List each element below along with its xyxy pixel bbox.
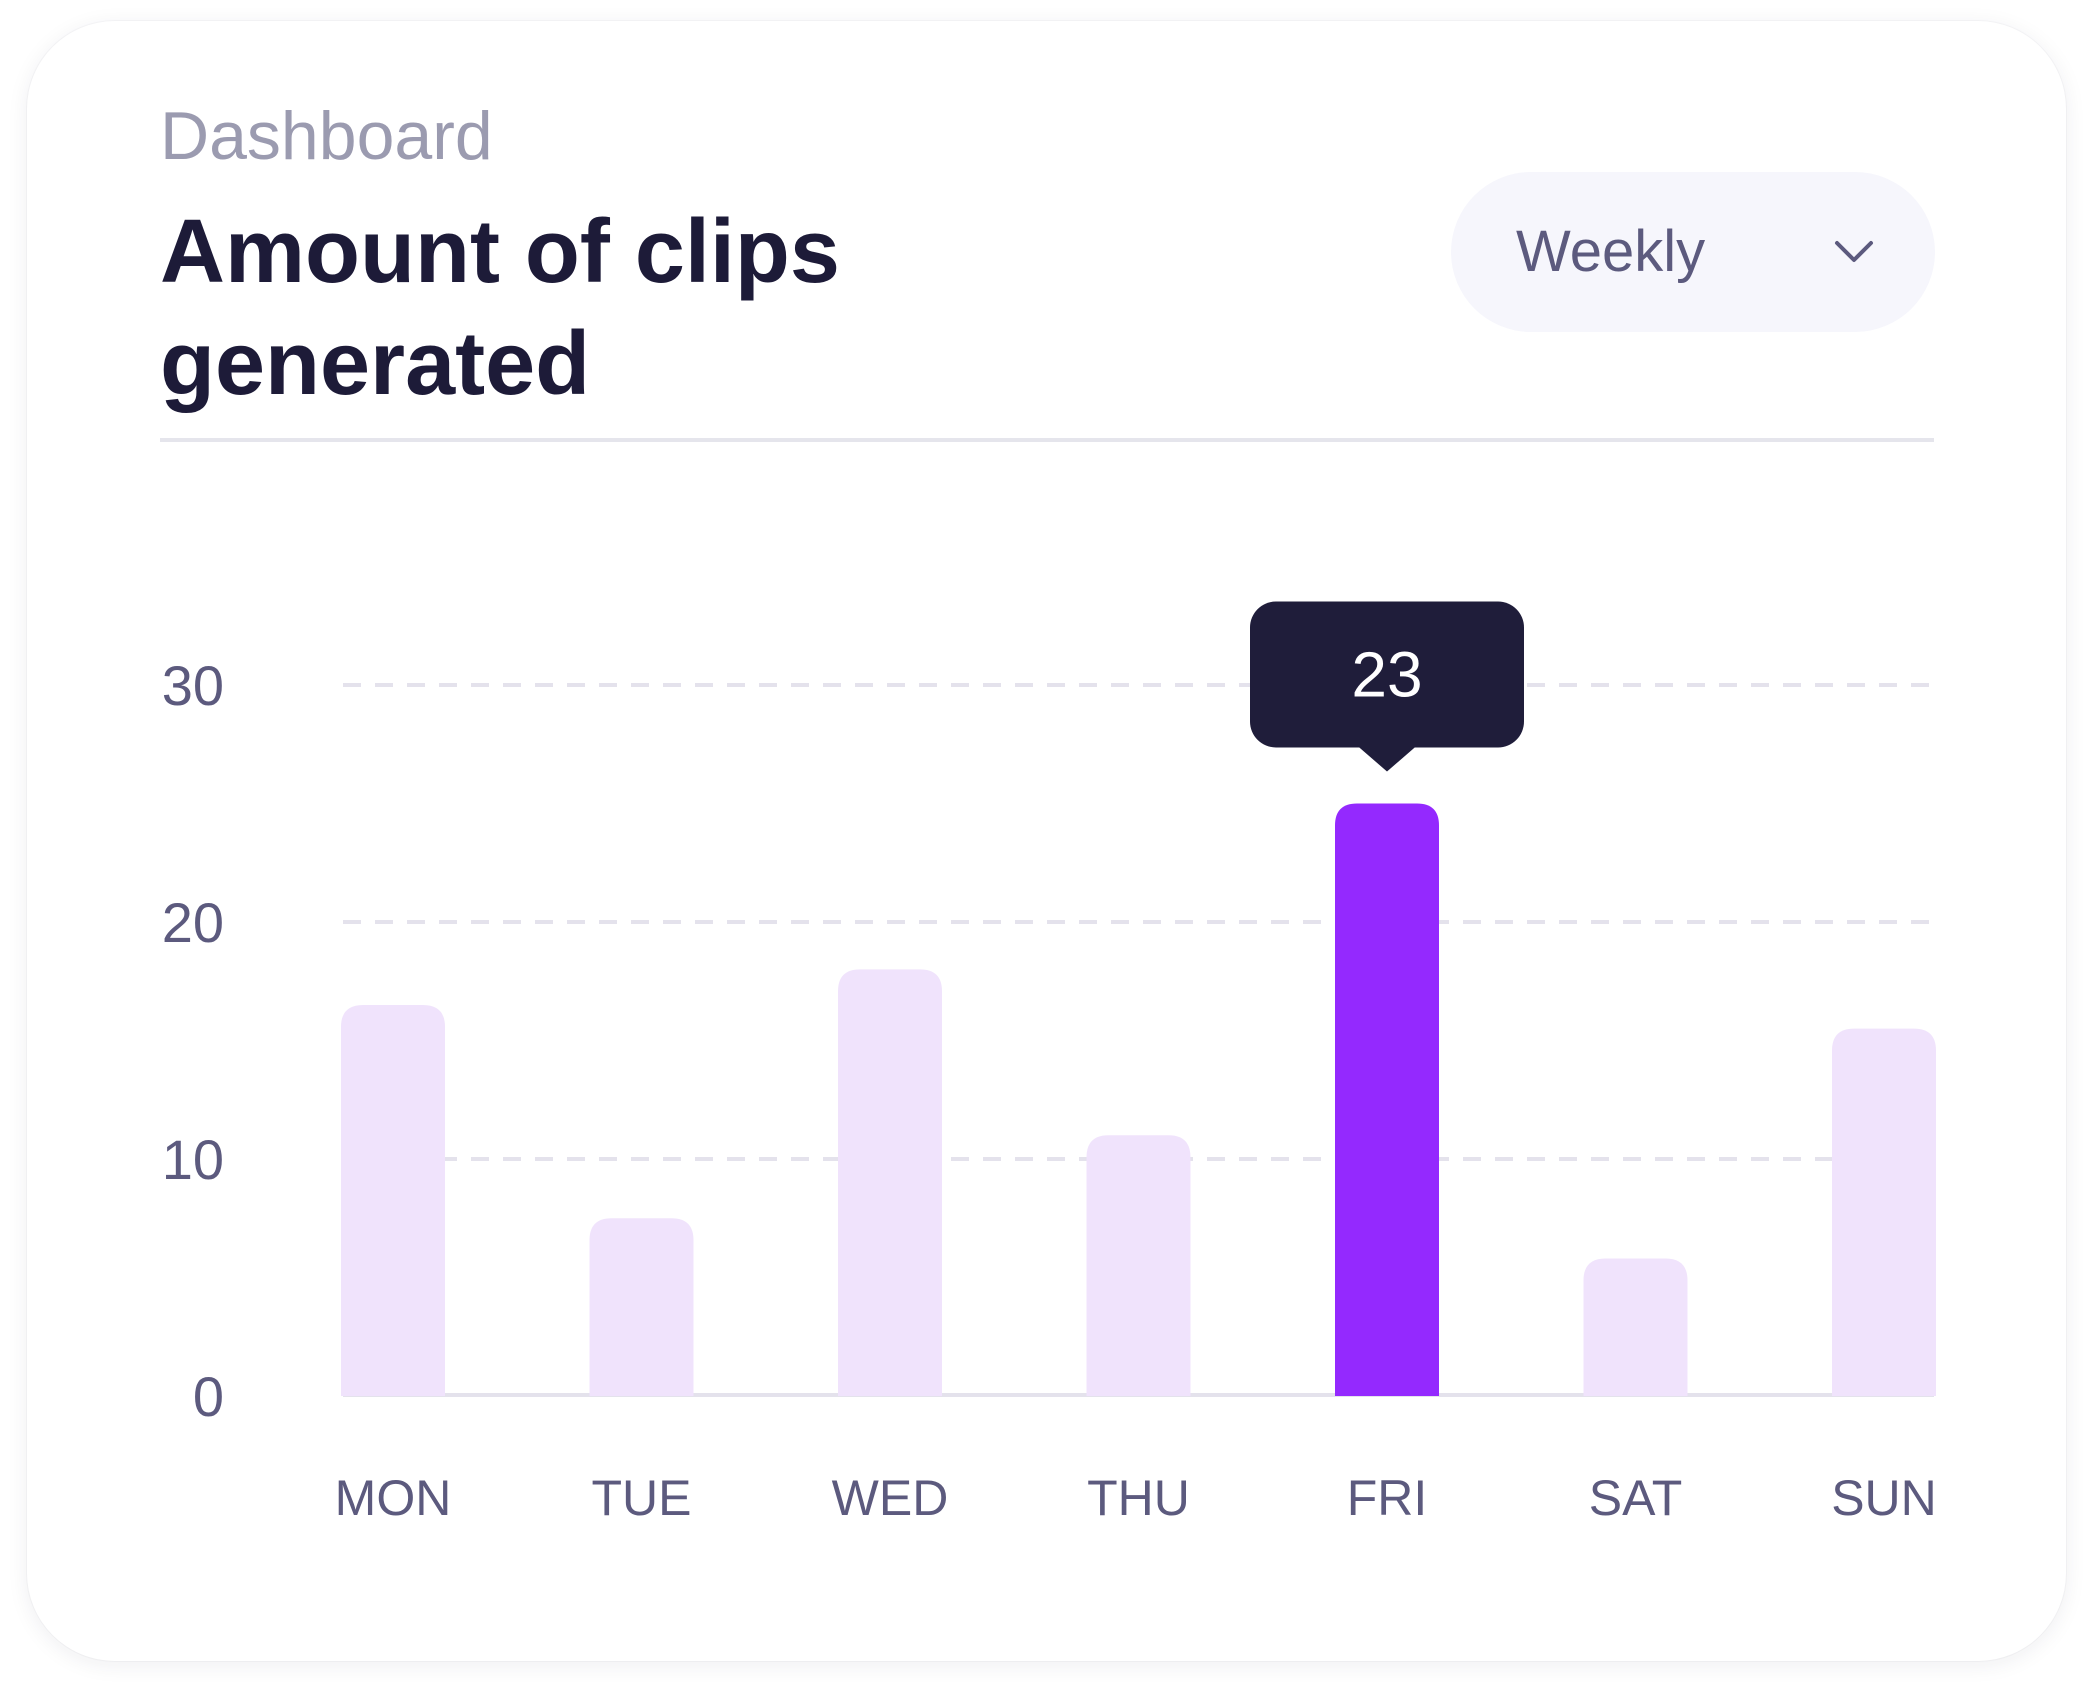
x-tick-label: MON xyxy=(335,1470,452,1526)
x-tick-label: SAT xyxy=(1589,1470,1683,1526)
page-subtitle: Dashboard xyxy=(160,98,493,174)
bar-fri[interactable] xyxy=(1335,803,1439,1397)
chart-title: Amount of clips generated xyxy=(160,202,840,414)
bar-thu[interactable] xyxy=(1086,1135,1191,1396)
x-tick-label: WED xyxy=(832,1470,949,1526)
chevron-down-icon xyxy=(1835,241,1873,262)
tooltip-pointer xyxy=(1357,745,1417,772)
bar-sat[interactable] xyxy=(1583,1258,1688,1396)
x-tick-label: TUE xyxy=(592,1470,692,1526)
y-tick-label: 20 xyxy=(162,891,224,954)
x-tick-label: FRI xyxy=(1347,1470,1428,1526)
period-dropdown[interactable]: Weekly xyxy=(1451,172,1935,332)
x-tick-label: SUN xyxy=(1831,1470,1937,1526)
bar-sun[interactable] xyxy=(1832,1028,1936,1396)
tooltip-value: 23 xyxy=(1351,639,1422,711)
period-selected-value: Weekly xyxy=(1516,219,1706,284)
bar-tue[interactable] xyxy=(589,1218,694,1396)
y-tick-label: 30 xyxy=(162,654,224,717)
bar-wed[interactable] xyxy=(838,969,942,1396)
tooltip-box xyxy=(1250,601,1524,748)
y-tick-label: 10 xyxy=(162,1128,224,1191)
y-tick-label: 0 xyxy=(193,1365,224,1428)
header-divider xyxy=(160,438,1934,442)
x-tick-label: THU xyxy=(1087,1470,1190,1526)
bar-mon[interactable] xyxy=(341,1004,445,1396)
